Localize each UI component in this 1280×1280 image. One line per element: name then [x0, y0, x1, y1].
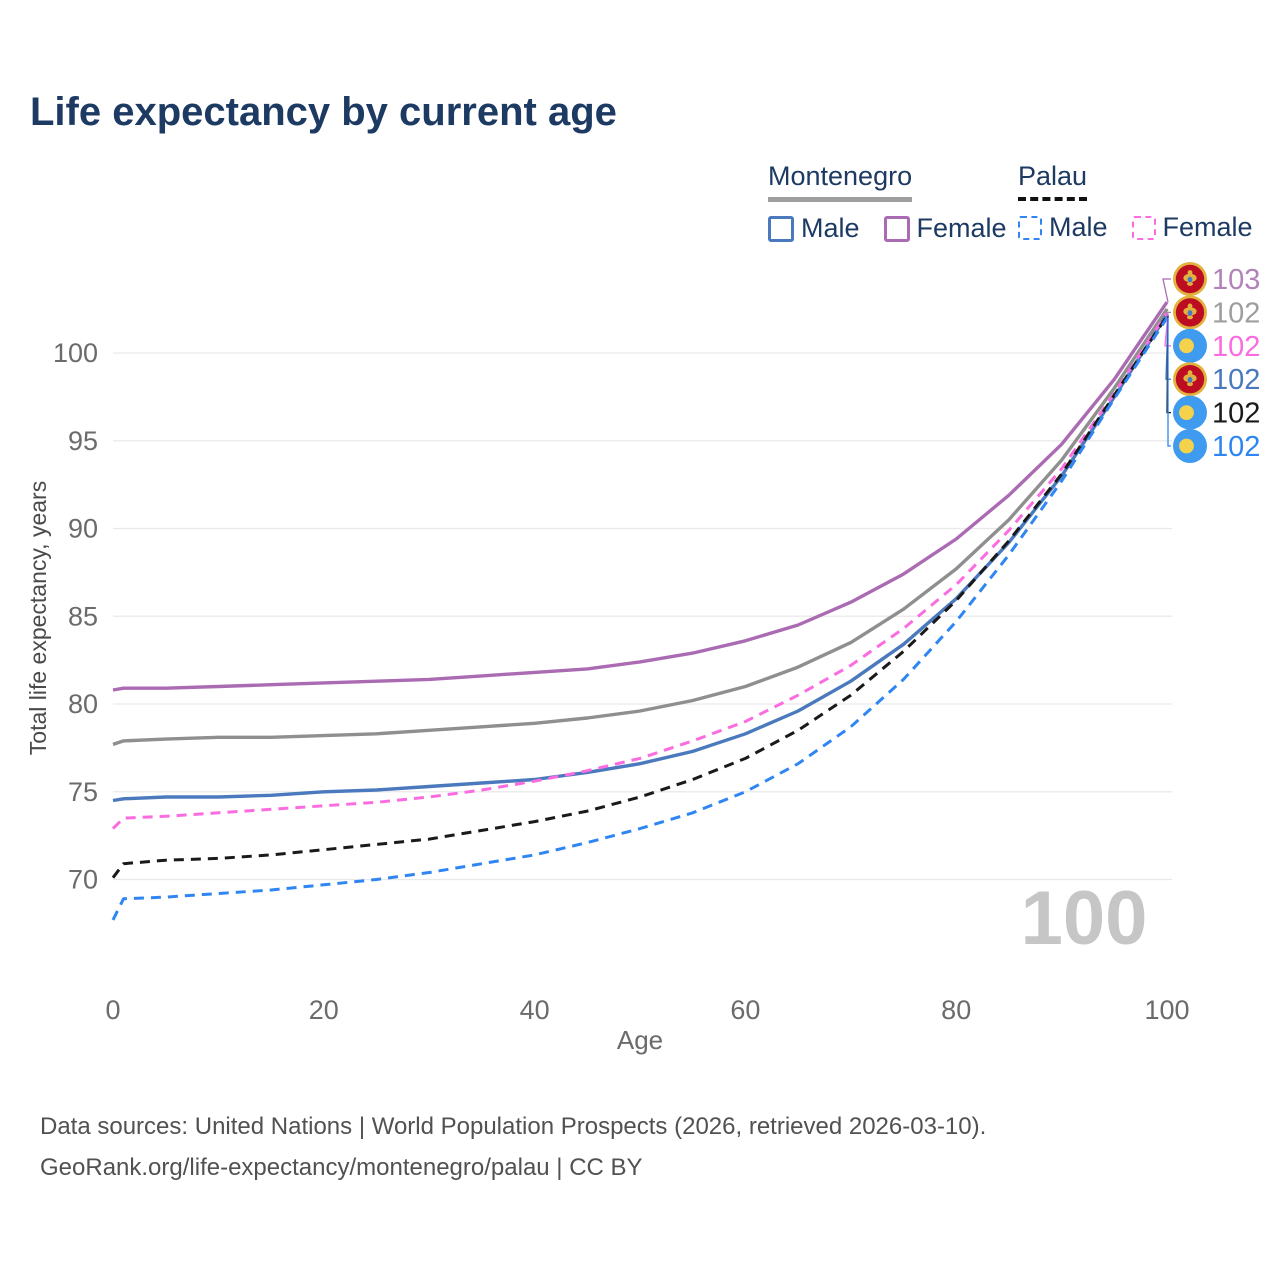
- legend-items-montenegro: Male Female: [768, 213, 1007, 244]
- y-tick-85: 85: [68, 601, 98, 631]
- footer-attribution-url: GeoRank.org/life-expectancy/montenegro/p…: [40, 1154, 643, 1181]
- y-tick-70: 70: [68, 865, 98, 895]
- end-value-palau-female: 102: [1212, 331, 1260, 363]
- end-value-montenegro-male: 102: [1212, 364, 1260, 396]
- series-line-montenegro-male[interactable]: [112, 313, 1169, 803]
- legend-swatch-montenegro-female-icon: [883, 215, 910, 242]
- legend-swatch-palau-female-icon: [1131, 215, 1156, 240]
- legend-label-palau-female: Female: [1162, 212, 1253, 242]
- y-tick-80: 80: [68, 689, 98, 719]
- x-tick-100: 100: [1144, 995, 1189, 1025]
- y-tick-75: 75: [68, 777, 98, 807]
- legend-item-montenegro-male[interactable]: Male: [768, 213, 860, 244]
- legend-label-palau-male: Male: [1049, 212, 1108, 242]
- leader-line-palau-male: [1167, 317, 1171, 447]
- leader-line-montenegro-female: [1162, 278, 1171, 303]
- end-value-palau-male: 102: [1212, 431, 1260, 463]
- x-tick-20: 20: [309, 995, 339, 1025]
- legend-group-palau: Palau Male Female: [1018, 161, 1253, 243]
- footer-data-sources: Data sources: United Nations | World Pop…: [40, 1113, 987, 1140]
- x-tick-0: 0: [105, 995, 120, 1025]
- series-line-palau-total[interactable]: [111, 315, 1169, 879]
- x-axis-label: Age: [617, 1025, 663, 1055]
- legend-items-palau: Male Female: [1018, 212, 1253, 243]
- legend-label-montenegro-male: Male: [801, 213, 860, 243]
- flag-icon-montenegro: [1173, 295, 1207, 330]
- flag-icon-palau: [1173, 429, 1207, 463]
- leader-line-montenegro-total: [1162, 308, 1171, 314]
- flag-icon-montenegro: [1173, 362, 1207, 397]
- y-axis-label: Total life expectancy, years: [25, 481, 51, 755]
- legend-item-palau-male[interactable]: Male: [1018, 212, 1108, 243]
- x-tick-60: 60: [730, 995, 760, 1025]
- x-tick-80: 80: [941, 995, 971, 1025]
- legend-item-montenegro-female[interactable]: Female: [883, 213, 1007, 244]
- legend-swatch-palau-male-icon: [1018, 215, 1042, 240]
- age-watermark: 100: [1021, 876, 1148, 961]
- flag-icon-palau: [1173, 328, 1207, 363]
- legend-country-palau[interactable]: Palau: [1018, 161, 1088, 201]
- end-value-montenegro-total: 102: [1212, 297, 1260, 329]
- legend-country-montenegro[interactable]: Montenegro: [768, 161, 913, 202]
- series-line-palau-male[interactable]: [111, 317, 1169, 921]
- legend-label-montenegro-female: Female: [916, 213, 1007, 243]
- x-tick-40: 40: [520, 995, 550, 1025]
- page-title: Life expectancy by current age: [30, 90, 617, 134]
- end-value-montenegro-female: 103: [1212, 264, 1260, 296]
- legend-item-palau-female[interactable]: Female: [1131, 212, 1253, 243]
- end-value-palau-total: 102: [1212, 398, 1260, 430]
- series-line-montenegro-total[interactable]: [112, 308, 1169, 747]
- y-tick-100: 100: [53, 338, 98, 368]
- legend-group-montenegro: Montenegro Male Female: [768, 161, 1007, 244]
- flag-icon-montenegro: [1173, 262, 1207, 296]
- leader-line-palau-female: [1164, 312, 1171, 347]
- footer: Data sources: United Nations | World Pop…: [40, 1106, 986, 1188]
- series-line-palau-female[interactable]: [111, 311, 1169, 830]
- y-tick-90: 90: [68, 514, 98, 544]
- legend-swatch-montenegro-male-icon: [768, 215, 794, 242]
- flag-icon-palau: [1173, 395, 1207, 430]
- series-line-montenegro-female[interactable]: [112, 301, 1169, 692]
- y-tick-95: 95: [68, 426, 98, 456]
